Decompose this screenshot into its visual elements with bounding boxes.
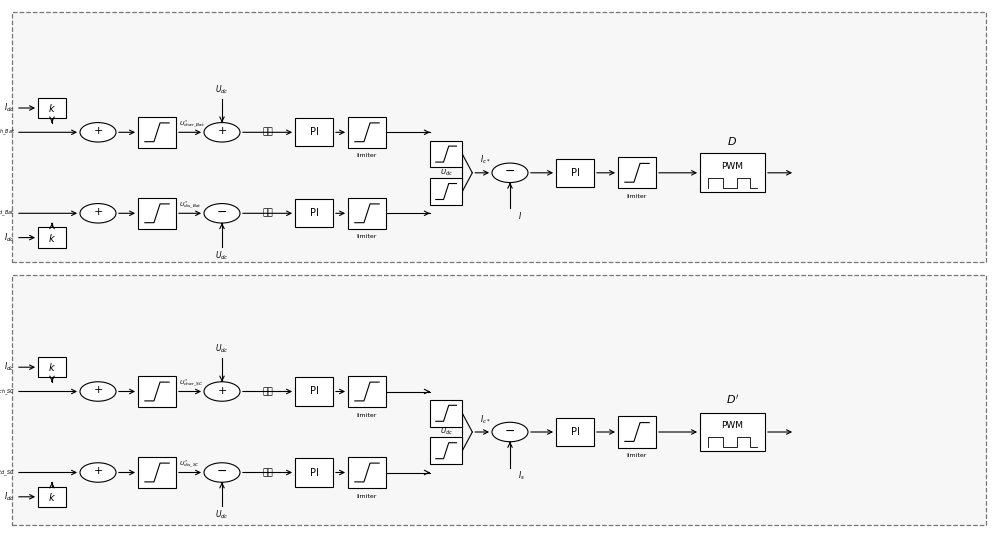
Text: $I_{dc}$: $I_{dc}$ [4,231,15,244]
Text: +: + [93,385,103,395]
Text: limiter: limiter [627,453,647,458]
Text: $U_{dc}$: $U_{dc}$ [215,343,229,355]
Text: −: − [505,424,515,437]
Text: limiter: limiter [357,234,377,239]
Text: PWM: PWM [721,161,743,171]
Text: $U_{dc}$: $U_{dc}$ [215,509,229,521]
Bar [12,275,986,525]
Text: limiter: limiter [357,494,377,498]
Text: $D'$: $D'$ [726,393,739,406]
Circle shape [204,382,240,401]
Text: 充电: 充电 [263,128,273,137]
Text: limiter: limiter [357,413,377,417]
Text: +: + [93,466,103,476]
Text: −: − [217,465,227,478]
Bar [348,198,386,229]
Text: $I_{dc}$: $I_{dc}$ [4,102,15,114]
Text: $D$: $D$ [727,135,738,147]
Text: PI: PI [571,168,579,178]
Text: $I_{dc}$: $I_{dc}$ [4,490,15,503]
Bar [700,153,765,192]
Text: $U_{stch\_Bat}$: $U_{stch\_Bat}$ [0,126,15,138]
Text: 放电: 放电 [263,209,273,218]
Bar [295,199,333,227]
Circle shape [492,422,528,442]
Bar [138,117,176,148]
Bar [618,416,656,448]
Text: +: + [93,207,103,217]
Text: $k$: $k$ [48,232,56,244]
Bar [12,12,986,262]
Text: $U_{dc}$: $U_{dc}$ [440,168,453,178]
Text: $U_{dc}$: $U_{dc}$ [215,249,229,262]
Circle shape [204,204,240,223]
Bar [618,157,656,188]
Bar [38,487,66,507]
Text: $k$: $k$ [48,491,56,503]
Text: $I_{dc}$: $I_{dc}$ [4,361,15,374]
Text: −: − [505,165,515,178]
Bar [700,413,765,451]
Bar [138,198,176,229]
Bar [430,178,462,205]
Text: limiter: limiter [357,153,377,158]
Text: PI: PI [310,208,318,218]
Bar [295,377,333,406]
Text: 充电: 充电 [263,387,273,396]
Circle shape [80,123,116,142]
Bar [348,457,386,488]
Bar [430,437,462,464]
Text: $U^*_{dis\_SC}$: $U^*_{dis\_SC}$ [179,458,200,469]
Text: PI: PI [571,427,579,437]
Circle shape [80,463,116,482]
Text: $k$: $k$ [48,361,56,373]
Bar [295,118,333,146]
Bar [348,376,386,407]
Text: limiter: limiter [627,194,647,199]
Text: $I_s$: $I_s$ [518,469,525,482]
Circle shape [204,123,240,142]
Text: $U_{dc}$: $U_{dc}$ [215,84,229,96]
Bar [556,418,594,446]
Text: PI: PI [310,127,318,137]
Text: PI: PI [310,468,318,477]
Text: +: + [93,126,103,136]
Bar [430,141,462,167]
Circle shape [80,382,116,401]
Text: $I_{c*}$: $I_{c*}$ [480,413,491,426]
Text: −: − [217,206,227,219]
Text: $k$: $k$ [48,102,56,114]
Circle shape [492,163,528,183]
Bar [138,457,176,488]
Bar [430,400,462,427]
Text: $U^*_{char\_Bat}$: $U^*_{char\_Bat}$ [179,118,205,129]
Text: $U^*_{dis\_Bat}$: $U^*_{dis\_Bat}$ [179,199,202,210]
Text: +: + [217,386,227,395]
Text: PI: PI [310,387,318,396]
Text: $U^*_{char\_SC}$: $U^*_{char\_SC}$ [179,377,203,388]
Text: 放电: 放电 [263,468,273,477]
Text: $U_{std\_Bat}$: $U_{std\_Bat}$ [0,207,15,219]
Text: $I$: $I$ [518,210,522,221]
Circle shape [80,204,116,223]
Text: +: + [217,126,227,136]
Bar [38,227,66,248]
Text: $U_{dc}$: $U_{dc}$ [440,427,453,437]
Bar [556,159,594,187]
Bar [138,376,176,407]
Bar [348,117,386,148]
Text: $U_{std\_SC}$: $U_{std\_SC}$ [0,467,15,478]
Text: $I_{c*}$: $I_{c*}$ [480,154,491,166]
Text: $U_{stch\_SC}$: $U_{stch\_SC}$ [0,386,15,397]
Bar [38,357,66,377]
Circle shape [204,463,240,482]
Text: PWM: PWM [721,421,743,430]
Bar [295,458,333,487]
Bar [38,98,66,118]
